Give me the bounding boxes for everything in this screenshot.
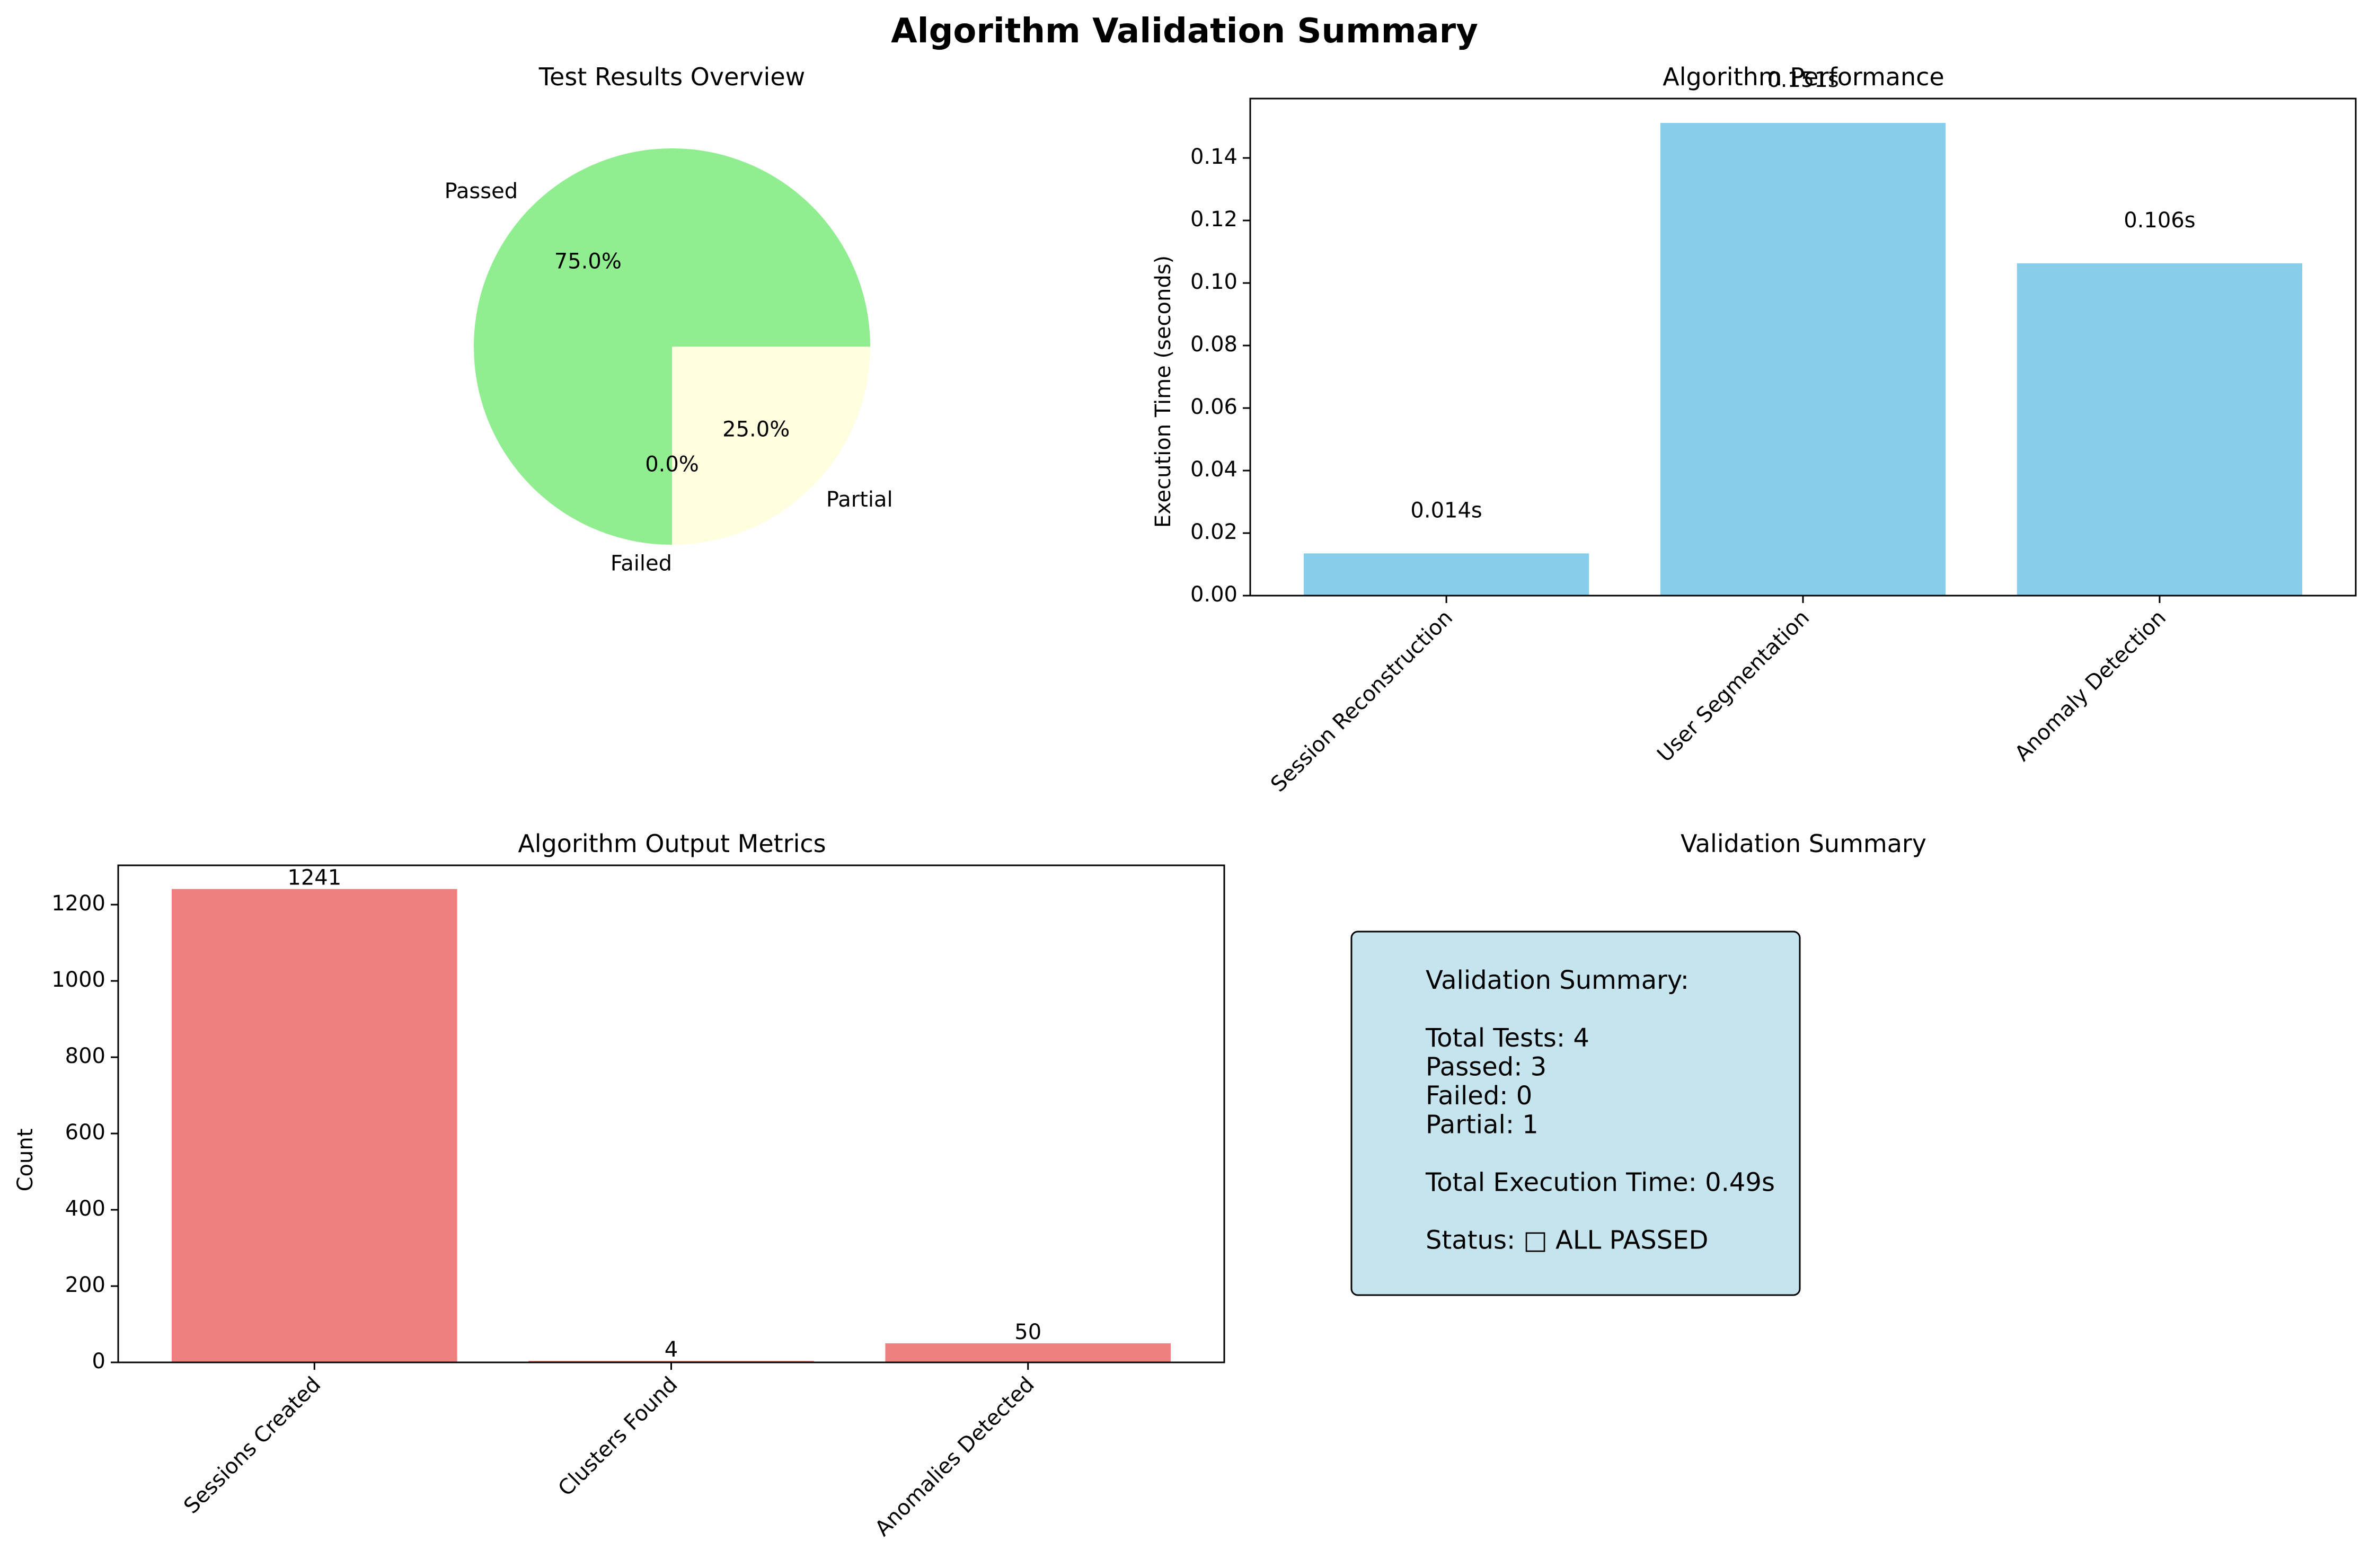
output-metrics-value-label: 4 bbox=[665, 1337, 678, 1362]
output-metrics-value-label: 1241 bbox=[287, 866, 341, 890]
pie-slices bbox=[474, 148, 870, 545]
output-metrics-y-tick-label: 200 bbox=[65, 1273, 105, 1297]
validation-summary-line: Validation Summary: bbox=[1426, 965, 1689, 995]
output-metrics-y-tick-label: 1200 bbox=[51, 891, 105, 916]
output-metrics-value-labels: 1241 4 50 bbox=[287, 866, 1041, 1362]
performance-bar-anomaly-detection bbox=[2017, 263, 2303, 596]
figure-title: Algorithm Validation Summary bbox=[891, 12, 1478, 51]
performance-bars bbox=[1303, 123, 2303, 596]
performance-bar-user-segmentation bbox=[1660, 123, 1946, 596]
performance-axes-frame bbox=[1249, 98, 2357, 597]
pie-percent-passed: 75.0% bbox=[554, 249, 622, 273]
performance-y-tick-label: 0.04 bbox=[1190, 457, 1237, 482]
performance-value-label: 0.014s bbox=[1410, 498, 1482, 522]
output-metrics-chart-title: Algorithm Output Metrics bbox=[518, 829, 826, 858]
output-metrics-bar-anomalies-detected bbox=[885, 1343, 1171, 1362]
validation-summary-lines: Validation Summary: Total Tests: 4Passed:… bbox=[1425, 965, 1775, 1255]
performance-y-tick-label: 0.02 bbox=[1190, 520, 1237, 544]
pie-chart-test-results: Test Results Overview Passed 75.0% Failed 0… bbox=[445, 63, 893, 575]
performance-y-axis-label: Execution Time (seconds) bbox=[1151, 255, 1175, 528]
performance-y-tick-label: 0.08 bbox=[1190, 332, 1237, 357]
pie-slice-partial bbox=[672, 347, 870, 545]
output-metrics-y-tick-label: 600 bbox=[65, 1120, 105, 1145]
pie-labels: Passed 75.0% Failed 0.0% Partial 25.0% bbox=[445, 179, 893, 575]
validation-summary-line: Failed: 0 bbox=[1426, 1081, 1532, 1111]
pie-percent-failed: 0.0% bbox=[645, 452, 699, 476]
validation-summary-line: Total Tests: 4 bbox=[1425, 1023, 1589, 1053]
performance-y-tick-label: 0.14 bbox=[1190, 145, 1237, 169]
performance-chart-title: Algorithm Performance bbox=[1663, 63, 1944, 91]
pie-percent-partial: 25.0% bbox=[722, 418, 790, 442]
performance-bar-session-reconstruction bbox=[1303, 553, 1589, 596]
output-metrics-y-tick-label: 0 bbox=[92, 1349, 105, 1374]
performance-y-ticks: 0.00 0.02 0.04 0.06 0.08 0.10 0.12 0.14 bbox=[1190, 145, 1250, 607]
performance-value-labels: 0.014s 0.151s 0.106s bbox=[1410, 68, 2195, 522]
performance-value-label: 0.106s bbox=[2124, 208, 2195, 233]
performance-y-tick-label: 0.10 bbox=[1190, 270, 1237, 294]
performance-y-tick-label: 0.00 bbox=[1190, 582, 1237, 607]
validation-summary-line: Total Execution Time: 0.49s bbox=[1425, 1168, 1775, 1198]
output-metrics-axes-frame bbox=[117, 864, 1225, 1363]
output-metrics-y-tick-label: 800 bbox=[65, 1044, 105, 1068]
validation-summary-line: Partial: 1 bbox=[1426, 1110, 1539, 1140]
pie-chart-title: Test Results Overview bbox=[538, 63, 806, 91]
performance-y-tick-label: 0.06 bbox=[1190, 395, 1237, 419]
validation-summary-title: Validation Summary bbox=[1681, 829, 1926, 858]
output-metrics-y-tick-label: 400 bbox=[65, 1197, 105, 1221]
pie-label-failed: Failed bbox=[611, 551, 672, 575]
output-metrics-bar-sessions-created bbox=[171, 889, 457, 1362]
output-metrics-y-tick-label: 1000 bbox=[51, 968, 105, 992]
output-metrics-bars bbox=[171, 889, 1171, 1362]
validation-summary-line: Passed: 3 bbox=[1426, 1052, 1546, 1082]
output-metrics-y-ticks: 0 200 400 600 800 1000 1200 bbox=[51, 891, 118, 1374]
pie-label-passed: Passed bbox=[445, 179, 518, 203]
validation-summary-box bbox=[1350, 931, 1801, 1296]
performance-y-tick-label: 0.12 bbox=[1190, 207, 1237, 232]
performance-value-label: 0.151s bbox=[1767, 68, 1838, 92]
pie-label-partial: Partial bbox=[826, 488, 893, 512]
validation-summary-line: Status: □ ALL PASSED bbox=[1426, 1226, 1709, 1255]
output-metrics-value-label: 50 bbox=[1014, 1320, 1041, 1344]
output-metrics-y-axis-label: Count bbox=[13, 1129, 38, 1192]
bar-chart-algorithm-performance: Algorithm Performance Execution Time (se… bbox=[1151, 63, 2357, 797]
validation-summary-panel: Validation Summary Validation Summary: To… bbox=[1350, 829, 1926, 1296]
